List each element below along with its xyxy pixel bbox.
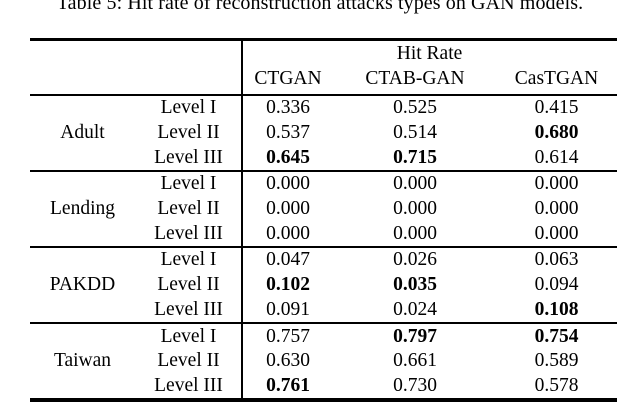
- level-label: Level I: [160, 249, 217, 271]
- level-label: Level III: [154, 146, 223, 168]
- value-cell: 0.102: [266, 274, 310, 296]
- table-caption: Table 5: Hit rate of reconstruction atta…: [56, 0, 584, 14]
- results-table: Hit Rate CTGAN CTAB-GAN CasTGAN Adult Le…: [30, 38, 617, 403]
- dataset-label: Lending: [50, 198, 115, 220]
- level-label: Level II: [157, 350, 220, 372]
- value-cell: 0.000: [266, 222, 310, 244]
- section-pakdd: PAKDD Level I 0.047 0.026 0.063 Level II…: [30, 248, 617, 325]
- col-header-ctab-gan: CTAB-GAN: [365, 68, 465, 89]
- value-cell: 0.680: [534, 122, 579, 144]
- level-label: Level III: [154, 374, 223, 396]
- level-label: Level II: [157, 198, 220, 220]
- value-cell: 0.091: [266, 298, 310, 320]
- group-header-hit-rate: Hit Rate: [396, 42, 463, 64]
- col-header-castgan: CasTGAN: [514, 68, 599, 89]
- value-cell: 0.108: [534, 298, 579, 320]
- level-label: Level I: [160, 97, 217, 119]
- col-header-ctgan: CTGAN: [254, 68, 322, 89]
- value-cell: 0.715: [393, 146, 437, 168]
- value-cell: 0.000: [266, 198, 310, 220]
- value-cell: 0.415: [534, 97, 579, 119]
- value-cell: 0.661: [393, 350, 437, 372]
- value-cell: 0.000: [266, 173, 310, 195]
- level-label: Level I: [160, 325, 217, 347]
- value-cell: 0.035: [393, 274, 437, 296]
- level-label: Level III: [154, 222, 223, 244]
- value-cell: 0.797: [393, 325, 437, 347]
- vertical-rule: [241, 41, 243, 399]
- value-cell: 0.063: [534, 249, 579, 271]
- table-header: Hit Rate CTGAN CTAB-GAN CasTGAN: [30, 41, 617, 96]
- section-adult: Adult Level I 0.336 0.525 0.415 Level II…: [30, 96, 617, 173]
- value-cell: 0.761: [266, 374, 310, 396]
- value-cell: 0.589: [534, 350, 579, 372]
- value-cell: 0.000: [534, 198, 579, 220]
- value-cell: 0.094: [534, 274, 579, 296]
- value-cell: 0.000: [534, 222, 579, 244]
- value-cell: 0.645: [266, 146, 310, 168]
- level-label: Level I: [160, 173, 217, 195]
- level-label: Level II: [157, 122, 220, 144]
- value-cell: 0.000: [534, 173, 579, 195]
- value-cell: 0.754: [534, 325, 579, 347]
- dataset-label: Taiwan: [53, 350, 112, 372]
- value-cell: 0.000: [393, 173, 437, 195]
- level-label: Level II: [157, 274, 220, 296]
- value-cell: 0.000: [393, 222, 437, 244]
- value-cell: 0.047: [266, 249, 310, 271]
- value-cell: 0.026: [393, 249, 437, 271]
- value-cell: 0.514: [393, 122, 437, 144]
- level-label: Level III: [154, 298, 223, 320]
- value-cell: 0.757: [266, 325, 310, 347]
- value-cell: 0.537: [266, 122, 310, 144]
- value-cell: 0.630: [266, 350, 310, 372]
- value-cell: 0.614: [534, 146, 579, 168]
- value-cell: 0.578: [534, 374, 579, 396]
- section-lending: Lending Level I 0.000 0.000 0.000 Level …: [30, 172, 617, 249]
- dataset-label: PAKDD: [49, 274, 116, 296]
- value-cell: 0.525: [393, 97, 437, 119]
- value-cell: 0.024: [393, 298, 437, 320]
- section-taiwan: Taiwan Level I 0.757 0.797 0.754 Level I…: [30, 324, 617, 398]
- value-cell: 0.000: [393, 198, 437, 220]
- dataset-label: Adult: [60, 122, 105, 144]
- value-cell: 0.730: [393, 374, 437, 396]
- value-cell: 0.336: [266, 97, 310, 119]
